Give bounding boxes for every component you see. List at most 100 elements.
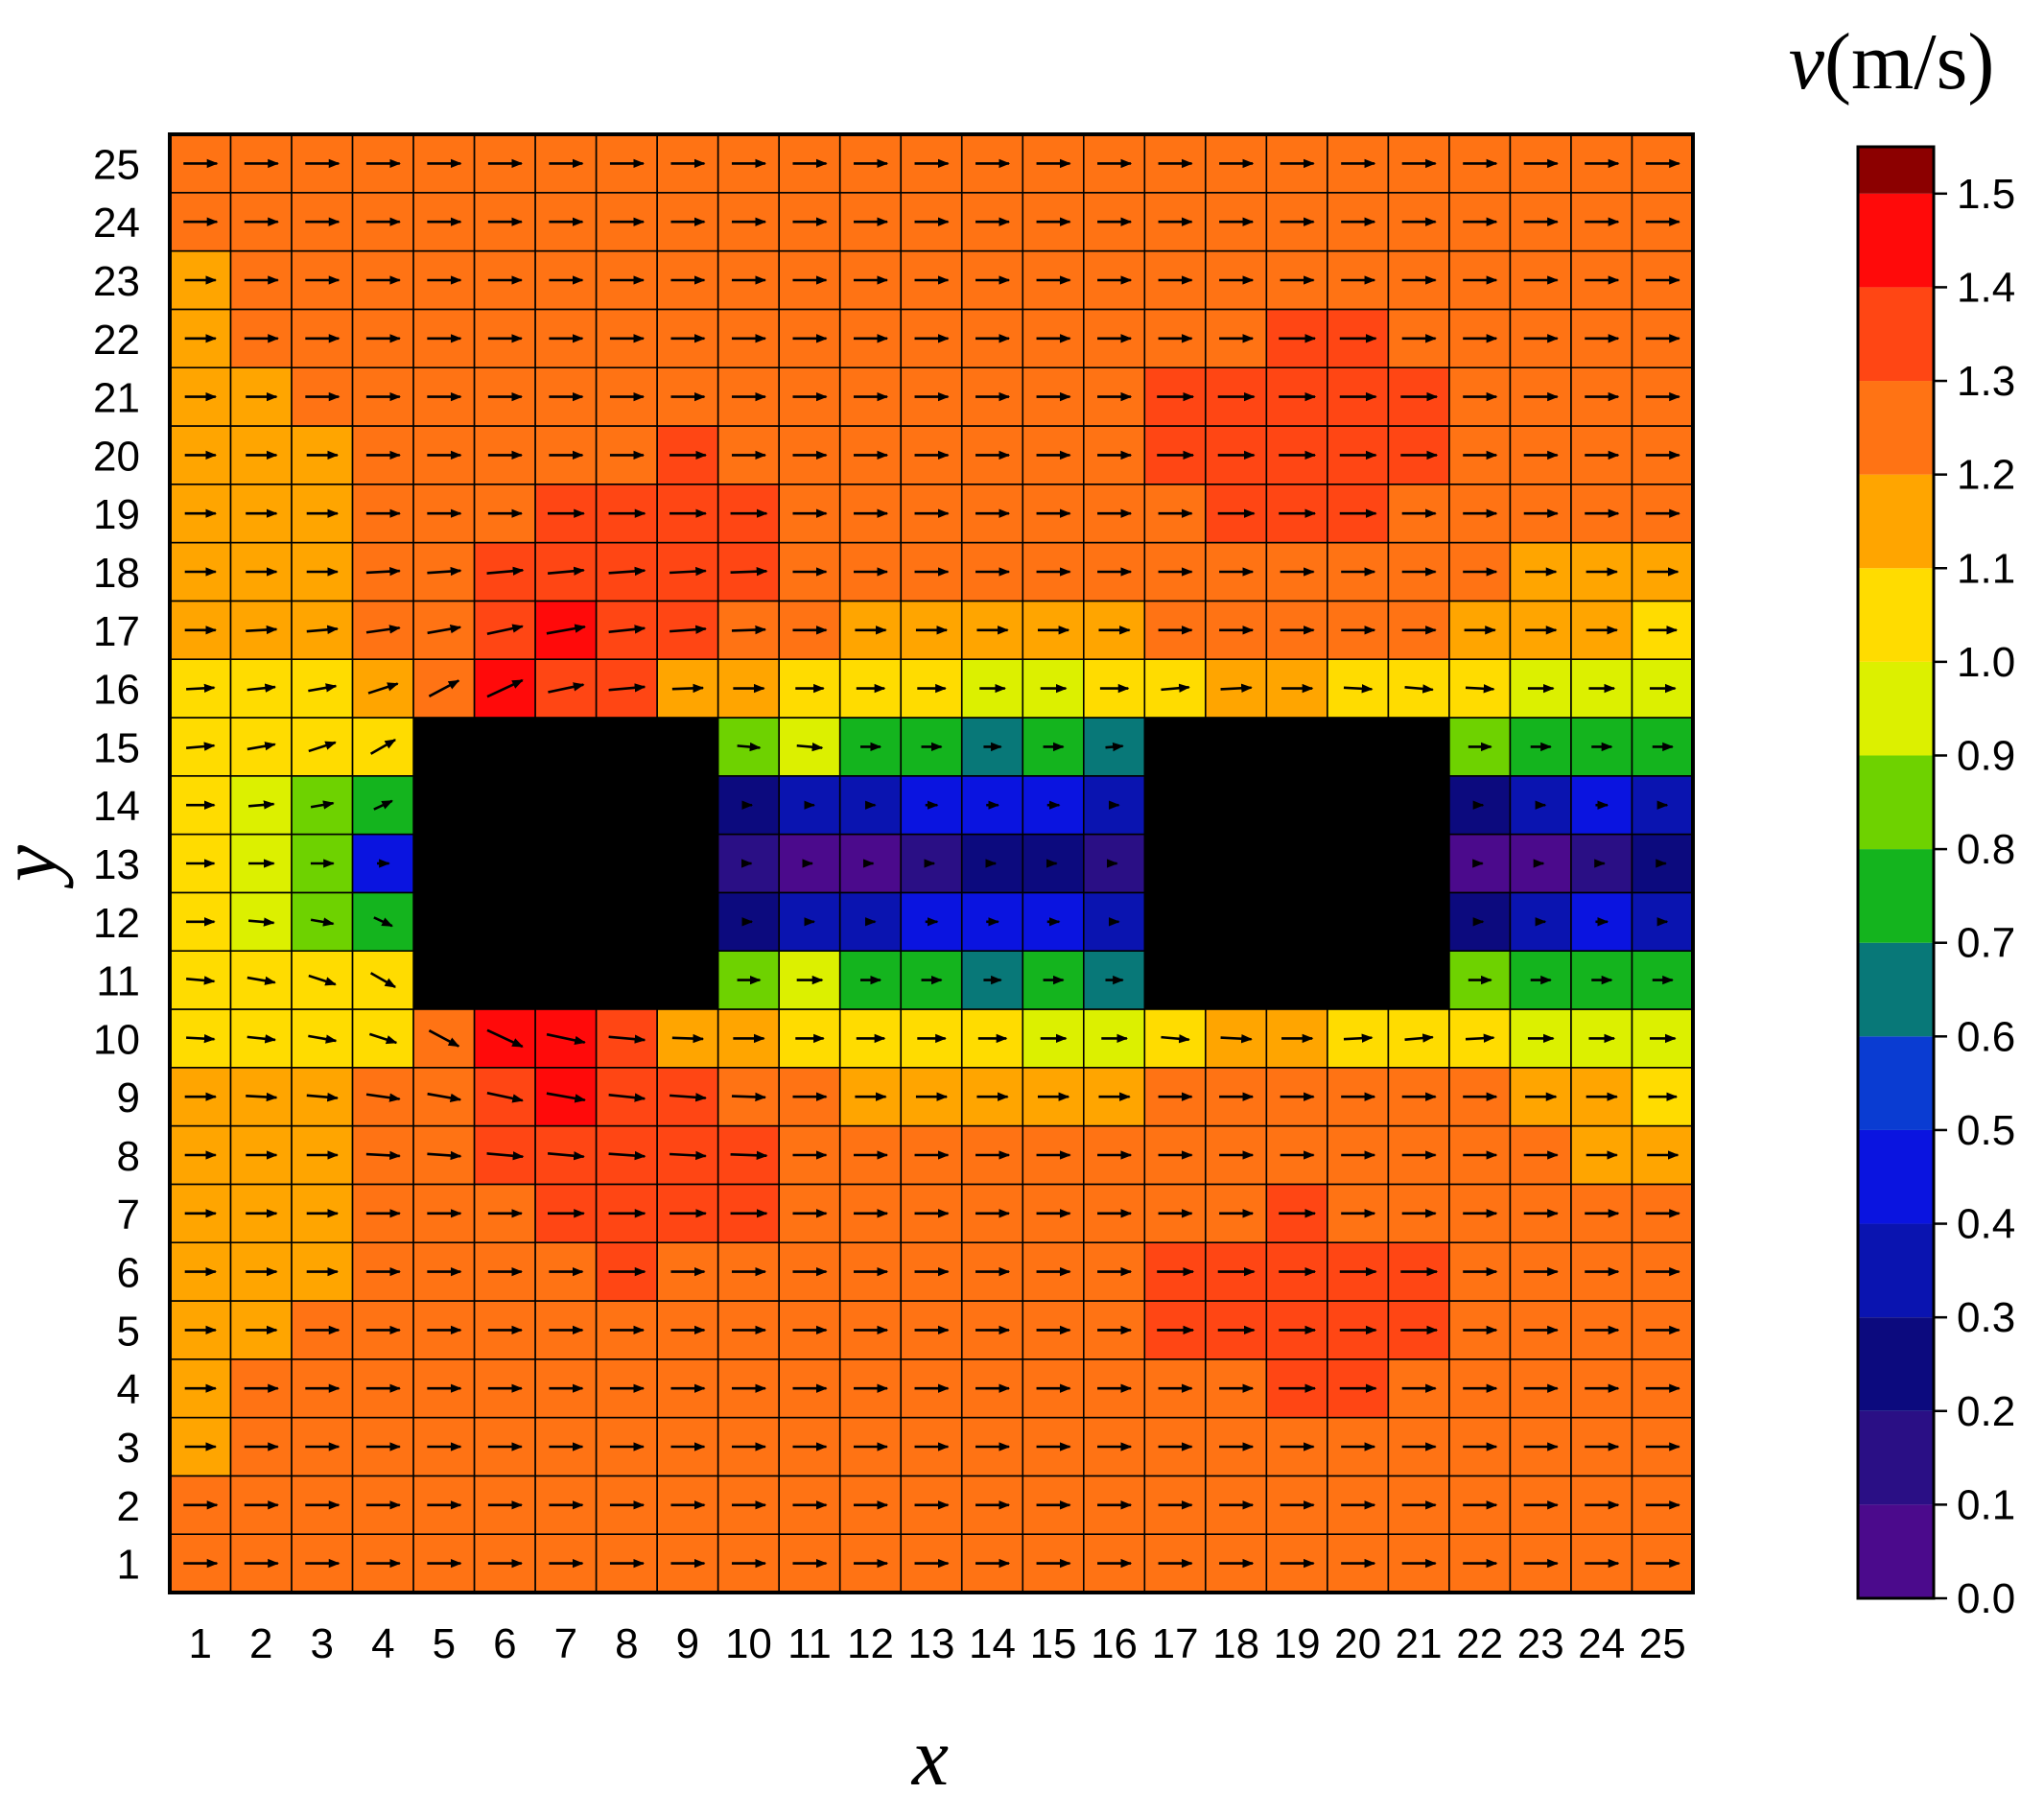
heatmap-cell xyxy=(351,483,414,544)
colorbar-level xyxy=(1858,755,1934,850)
velocity-arrow xyxy=(367,682,399,695)
velocity-arrow xyxy=(608,1093,646,1102)
heatmap-cell xyxy=(900,1183,963,1244)
velocity-arrow xyxy=(546,624,586,635)
colorbar-tick-label: 0.8 xyxy=(1957,826,2015,873)
velocity-arrow xyxy=(671,1033,705,1044)
velocity-arrow xyxy=(670,1150,707,1161)
colorbar-level xyxy=(1858,1036,1934,1130)
plot-frame xyxy=(168,132,1695,1594)
velocity-arrow xyxy=(1105,742,1124,752)
y-axis-title: y xyxy=(0,844,74,889)
velocity-arrow xyxy=(368,1032,398,1045)
x-axis-title: x xyxy=(910,1711,949,1794)
velocity-arrow xyxy=(1161,1034,1190,1044)
x-tick-label: 18 xyxy=(1212,1620,1259,1667)
velocity-arrow xyxy=(373,799,393,811)
heatmap-cell xyxy=(778,192,841,252)
colorbar-tick-label: 0.3 xyxy=(1957,1294,2015,1341)
velocity-arrow xyxy=(548,682,585,694)
x-tick-label: 15 xyxy=(1030,1620,1077,1667)
velocity-arrow xyxy=(486,678,524,698)
velocity-arrow xyxy=(1465,1033,1495,1043)
x-tick-label: 1 xyxy=(189,1620,212,1667)
velocity-arrow xyxy=(1404,1033,1434,1043)
colorbar-level xyxy=(1858,661,1934,756)
velocity-arrow xyxy=(730,1150,768,1160)
y-tick-label: 11 xyxy=(96,958,140,1005)
heatmap-cell xyxy=(1265,133,1328,194)
y-tick-label: 19 xyxy=(93,491,140,538)
velocity-arrow xyxy=(670,1093,707,1102)
heatmap-cell xyxy=(1205,192,1268,252)
colorbar-tick-label: 0.4 xyxy=(1957,1201,2015,1248)
velocity-arrow xyxy=(310,917,335,927)
velocity-arrow xyxy=(608,625,646,634)
y-tick-label: 22 xyxy=(93,317,140,364)
y-tick-label: 18 xyxy=(93,550,140,597)
x-tick-label: 19 xyxy=(1274,1620,1321,1667)
velocity-arrow xyxy=(365,625,401,634)
velocity-arrow xyxy=(730,567,768,577)
x-tick-label: 22 xyxy=(1456,1620,1503,1667)
y-tick-label: 24 xyxy=(93,200,140,247)
y-tick-labels: 1234567891011121314151617181920212223242… xyxy=(93,141,140,1588)
velocity-arrow xyxy=(427,624,462,635)
y-tick-label: 4 xyxy=(117,1366,140,1413)
velocity-arrow xyxy=(427,566,462,577)
y-tick-label: 10 xyxy=(93,1016,140,1063)
y-tick-label: 14 xyxy=(93,783,140,830)
velocity-arrow xyxy=(246,625,278,635)
velocity-arrow xyxy=(1404,684,1434,694)
heatmap-cell xyxy=(778,600,841,661)
velocity-arrow xyxy=(671,683,705,694)
x-tick-label: 6 xyxy=(493,1620,516,1667)
obstacles xyxy=(413,718,1449,1009)
y-tick-label: 7 xyxy=(117,1192,140,1239)
y-tick-label: 20 xyxy=(93,433,140,480)
velocity-arrow xyxy=(246,1092,278,1102)
velocity-arrow xyxy=(247,742,276,751)
velocity-arrow xyxy=(365,1150,401,1161)
heatmap-cell xyxy=(900,950,963,1010)
x-tick-label: 8 xyxy=(615,1620,638,1667)
y-tick-label: 16 xyxy=(93,667,140,714)
x-tick-label: 9 xyxy=(676,1620,699,1667)
x-tick-label: 11 xyxy=(787,1620,832,1667)
heatmap-cell xyxy=(960,1183,1024,1244)
y-tick-label: 21 xyxy=(93,375,140,422)
heatmap-cell xyxy=(412,366,476,427)
velocity-arrow xyxy=(186,683,216,694)
velocity-arrow xyxy=(608,566,646,577)
velocity-arrow xyxy=(486,566,525,576)
colorbar-tick-label: 0.0 xyxy=(1957,1575,2015,1622)
heatmap-cell xyxy=(595,1533,658,1593)
colorbar-tick-label: 0.2 xyxy=(1957,1388,2015,1435)
heatmap-cell xyxy=(473,249,536,311)
y-tick-label: 23 xyxy=(93,258,140,305)
velocity-arrow xyxy=(428,679,460,697)
y-tick-label: 2 xyxy=(117,1483,140,1530)
velocity-arrow xyxy=(546,1032,586,1046)
velocity-arrow xyxy=(308,1034,338,1044)
y-tick-label: 15 xyxy=(93,724,140,771)
velocity-arrow xyxy=(1343,684,1374,694)
colorbar-frame xyxy=(1856,145,1936,1600)
x-tick-label: 23 xyxy=(1517,1620,1564,1667)
heatmap-cell xyxy=(291,483,354,544)
colorbar-level xyxy=(1858,849,1934,943)
y-tick-label: 13 xyxy=(93,841,140,888)
velocity-arrow xyxy=(247,917,275,927)
colorbar-level xyxy=(1858,1504,1934,1598)
x-tick-label: 24 xyxy=(1578,1620,1625,1667)
x-tick-label: 21 xyxy=(1396,1620,1443,1667)
velocity-arrow xyxy=(796,742,824,752)
x-tick-label: 5 xyxy=(433,1620,456,1667)
colorbar-tick-label: 1.1 xyxy=(1957,545,2015,592)
velocity-arrow xyxy=(547,566,585,576)
colorbar-level xyxy=(1858,1317,1934,1411)
velocity-arrow xyxy=(1343,1033,1374,1043)
velocity-arrow xyxy=(608,683,646,693)
velocity-arrow xyxy=(310,800,335,810)
